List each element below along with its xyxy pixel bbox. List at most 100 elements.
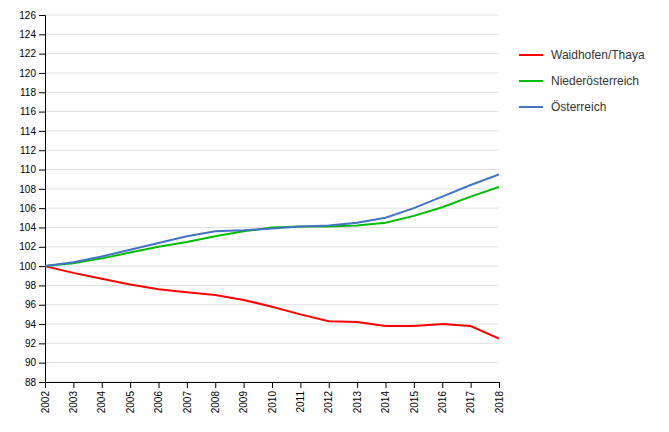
tick-mark (215, 382, 216, 388)
x-tick-label: 2012 (323, 391, 334, 414)
x-tick: 2003 (68, 382, 79, 413)
tick-mark (357, 382, 358, 388)
series-line (45, 174, 499, 266)
grid-line (45, 169, 499, 170)
y-tick: 108 (19, 184, 45, 195)
x-tick: 2016 (437, 382, 448, 413)
y-tick-label: 106 (19, 203, 36, 214)
x-tick: 2007 (182, 382, 193, 413)
tick-mark (39, 189, 45, 190)
legend-label: Niederösterreich (551, 74, 639, 88)
x-tick: 2002 (40, 382, 51, 413)
x-tick: 2011 (295, 382, 306, 413)
tick-mark (39, 324, 45, 325)
legend-swatch (519, 106, 543, 108)
y-tick: 104 (19, 222, 45, 233)
x-tick: 2015 (409, 382, 420, 413)
x-tick-label: 2003 (68, 391, 79, 414)
y-tick: 124 (19, 29, 45, 40)
legend-item: Österreich (519, 100, 606, 114)
y-tick: 106 (19, 203, 45, 214)
tick-mark (471, 382, 472, 388)
x-tick: 2017 (465, 382, 476, 413)
tick-mark (386, 382, 387, 388)
y-tick-label: 114 (20, 126, 36, 137)
tick-mark (39, 131, 45, 132)
y-tick-label: 98 (25, 280, 37, 291)
y-tick-label: 102 (19, 241, 36, 252)
grid-line (45, 208, 499, 209)
tick-mark (39, 112, 45, 113)
tick-mark (39, 266, 45, 267)
x-tick-label: 2015 (409, 391, 420, 414)
tick-mark (39, 15, 45, 16)
y-tick: 88 (25, 377, 45, 388)
x-tick-label: 2006 (153, 391, 164, 414)
tick-mark (39, 54, 45, 55)
tick-mark (442, 382, 443, 388)
tick-mark (272, 382, 273, 388)
y-tick-label: 94 (25, 319, 37, 330)
tick-mark (39, 382, 45, 383)
y-tick: 90 (25, 357, 45, 368)
y-tick-label: 104 (19, 222, 36, 233)
legend-label: Österreich (551, 100, 606, 114)
tick-mark (300, 382, 301, 388)
y-tick: 120 (19, 68, 45, 79)
x-tick-label: 2016 (437, 391, 448, 414)
grid-line (45, 188, 499, 189)
x-tick-label: 2004 (96, 391, 107, 414)
x-tick-label: 2014 (380, 391, 391, 414)
x-tick-label: 2018 (494, 391, 505, 414)
y-tick-label: 126 (19, 10, 36, 21)
y-tick-label: 100 (19, 261, 36, 272)
x-tick-label: 2011 (295, 391, 306, 413)
legend-swatch (519, 80, 543, 82)
grid-line (45, 72, 499, 73)
grid (45, 15, 499, 382)
tick-mark (414, 382, 415, 388)
legend-swatch (519, 54, 543, 56)
axis-line (39, 16, 46, 383)
y-tick: 122 (19, 48, 45, 59)
x-tick-label: 2007 (182, 391, 193, 414)
y-tick-label: 112 (20, 145, 36, 156)
tick-mark (187, 382, 188, 388)
y-axis: 8890929496981001021041061081101121141161… (19, 10, 45, 388)
legend-item: Niederösterreich (519, 74, 639, 88)
plot: 2002200320042005200620072008200920102011… (19, 10, 504, 414)
tick-mark (39, 73, 45, 74)
grid-line (45, 111, 499, 112)
tick-mark (39, 150, 45, 151)
y-tick-label: 120 (19, 68, 36, 79)
x-axis: 2002200320042005200620072008200920102011… (40, 382, 505, 413)
tick-mark (39, 170, 45, 171)
y-tick: 100 (19, 261, 45, 272)
x-tick: 2012 (323, 382, 334, 413)
tick-mark (39, 34, 45, 35)
tick-mark (159, 382, 160, 388)
y-tick: 94 (25, 319, 45, 330)
grid-line (45, 285, 499, 286)
y-tick-label: 110 (20, 164, 36, 175)
x-tick: 2008 (210, 382, 221, 413)
x-tick: 2009 (238, 382, 249, 413)
legend-label: Waidhofen/Thaya (551, 48, 645, 62)
x-tick: 2010 (267, 382, 278, 413)
x-tick-label: 2013 (352, 391, 363, 414)
grid-line (45, 34, 499, 35)
y-tick-label: 116 (20, 106, 36, 117)
x-tick-label: 2002 (40, 391, 51, 414)
y-tick: 96 (25, 299, 45, 310)
tick-mark (130, 382, 131, 388)
x-tick: 2004 (96, 382, 107, 413)
x-tick: 2014 (380, 382, 391, 413)
tick-mark (244, 382, 245, 388)
y-tick-label: 108 (19, 184, 36, 195)
y-tick: 102 (19, 241, 45, 252)
y-tick-label: 124 (19, 29, 36, 40)
tick-mark (39, 227, 45, 228)
y-tick-label: 90 (25, 357, 37, 368)
tick-mark (329, 382, 330, 388)
legend-item: Waidhofen/Thaya (519, 48, 645, 62)
